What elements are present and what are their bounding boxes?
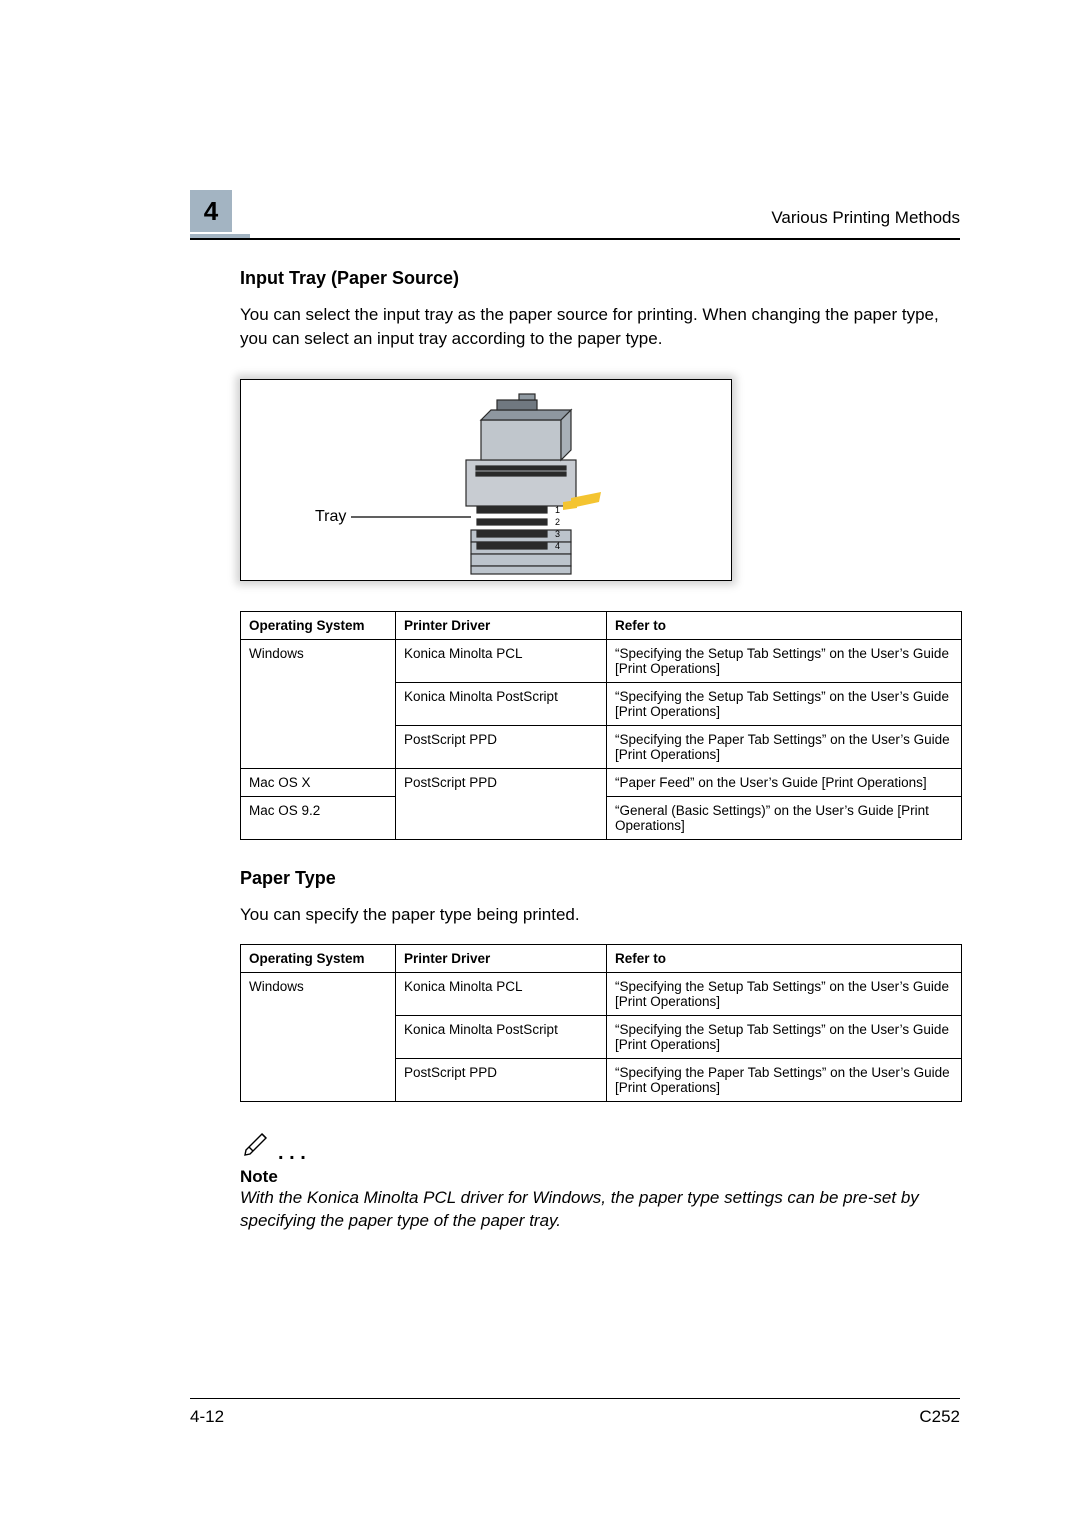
th-refer: Refer to [607,611,962,639]
chapter-number-box: 4 [190,190,232,232]
cell-driver: Konica Minolta PostScript [396,682,607,725]
tray-num-1: 1 [555,505,560,515]
spec-table-1: Operating System Printer Driver Refer to… [240,611,962,840]
table-header-row: Operating System Printer Driver Refer to [241,945,962,973]
cell-refer: “Specifying the Setup Tab Settings” on t… [607,682,962,725]
cell-refer: “General (Basic Settings)” on the User’s… [607,796,962,839]
th-refer: Refer to [607,945,962,973]
page-footer: 4-12 C252 [190,1398,960,1427]
cell-os: Mac OS 9.2 [241,796,396,839]
cell-refer: “Specifying the Setup Tab Settings” on t… [607,973,962,1016]
cell-refer: “Specifying the Paper Tab Settings” on t… [607,1059,962,1102]
tray-num-2: 2 [555,517,560,527]
illustration-container: Tray [240,379,960,581]
footer-model: C252 [919,1407,960,1427]
footer-page-number: 4-12 [190,1407,224,1427]
tray-num-4: 4 [555,541,560,551]
chapter-number: 4 [204,196,218,227]
cell-os: Windows [241,973,396,1102]
note-text: With the Konica Minolta PCL driver for W… [240,1187,960,1233]
cell-os: Mac OS X [241,768,396,796]
table-row: Windows Konica Minolta PCL “Specifying t… [241,973,962,1016]
page-header: 4 Various Printing Methods [190,0,960,240]
th-os: Operating System [241,945,396,973]
cell-driver: Konica Minolta PCL [396,639,607,682]
cell-driver: PostScript PPD [396,725,607,768]
table-row: Windows Konica Minolta PCL “Specifying t… [241,639,962,682]
header-section-title: Various Printing Methods [771,208,960,232]
cell-driver: PostScript PPD [396,768,607,839]
cell-refer: “Specifying the Setup Tab Settings” on t… [607,1016,962,1059]
th-driver: Printer Driver [396,611,607,639]
tray-num-3: 3 [555,529,560,539]
cell-os: Windows [241,639,396,768]
cell-driver: PostScript PPD [396,1059,607,1102]
cell-refer: “Paper Feed” on the User’s Guide [Print … [607,768,962,796]
section-body-paper-type: You can specify the paper type being pri… [240,903,960,927]
cell-driver: Konica Minolta PCL [396,973,607,1016]
note-dots: . . . [274,1142,306,1165]
section-body-input-tray: You can select the input tray as the pap… [240,303,960,351]
th-driver: Printer Driver [396,945,607,973]
pencil-note-icon [240,1126,274,1165]
section-heading-paper-type: Paper Type [240,868,960,889]
printer-illustration: Tray [240,379,732,581]
table-row: Mac OS X PostScript PPD “Paper Feed” on … [241,768,962,796]
printer-svg: 1 2 3 4 [241,380,731,580]
table-header-row: Operating System Printer Driver Refer to [241,611,962,639]
cell-driver: Konica Minolta PostScript [396,1016,607,1059]
page: 4 Various Printing Methods Input Tray (P… [0,0,1080,1527]
section-heading-input-tray: Input Tray (Paper Source) [240,268,960,289]
cell-refer: “Specifying the Setup Tab Settings” on t… [607,639,962,682]
spec-table-2: Operating System Printer Driver Refer to… [240,944,962,1102]
note-block: . . . Note With the Konica Minolta PCL d… [240,1126,960,1233]
th-os: Operating System [241,611,396,639]
note-label: Note [240,1167,960,1187]
cell-refer: “Specifying the Paper Tab Settings” on t… [607,725,962,768]
